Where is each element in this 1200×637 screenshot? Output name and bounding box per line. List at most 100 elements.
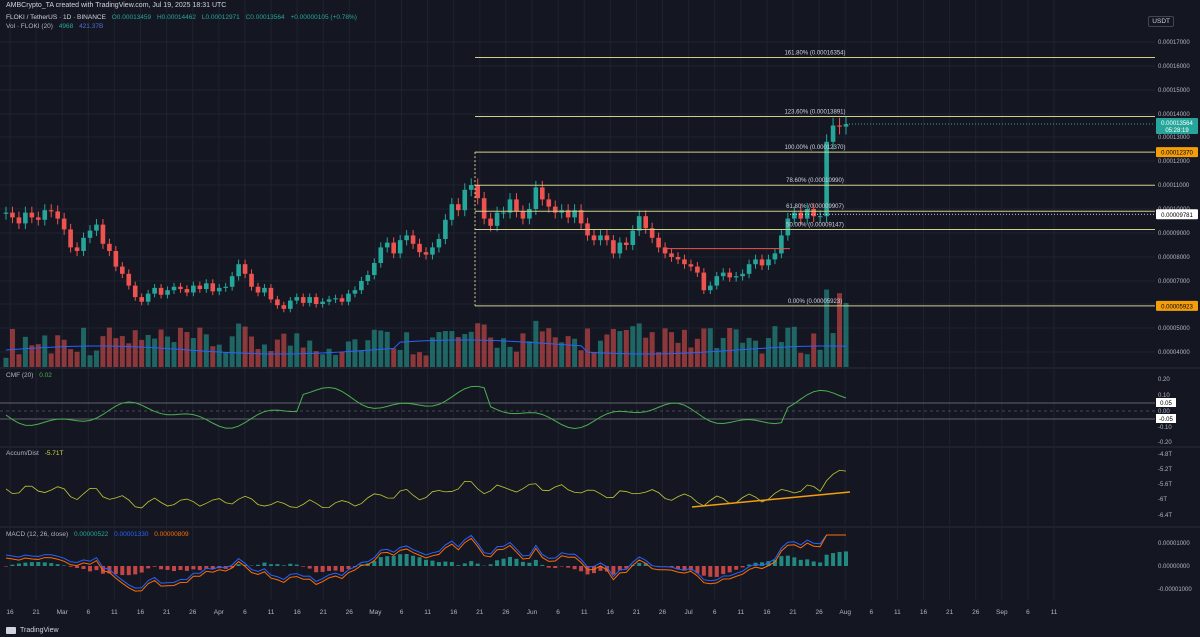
candle-body: [598, 235, 603, 241]
macd-histogram-bar: [669, 566, 674, 568]
volume-bar: [513, 351, 519, 367]
countdown-label: 05:28:19: [1165, 128, 1189, 134]
volume-bar: [365, 340, 371, 367]
candle-body: [300, 297, 306, 303]
macd-histogram-bar: [16, 563, 21, 566]
volume-bar: [565, 336, 571, 367]
macd-histogram-bar: [49, 563, 54, 566]
candle-body: [624, 242, 629, 245]
volume-bar: [29, 345, 35, 367]
volume-bar: [3, 357, 9, 367]
macd-histogram-bar: [766, 561, 771, 566]
macd-histogram-bar: [113, 566, 118, 575]
candle-body: [611, 240, 616, 254]
macd-histogram-bar: [301, 566, 306, 567]
macd-histogram-bar: [747, 564, 752, 566]
ad-tick-label: -4.8T: [1158, 452, 1172, 458]
macd-histogram-bar: [701, 566, 706, 576]
candle-body: [830, 125, 836, 142]
candle-body: [352, 290, 358, 294]
macd-histogram-bar: [68, 566, 73, 567]
candle-body: [139, 297, 144, 302]
change-value: +0.00000105 (+0.78%): [290, 14, 357, 21]
candle-body: [359, 281, 364, 291]
ad-tick-label: -6.4T: [1158, 513, 1172, 519]
macd-histogram-bar: [805, 559, 810, 566]
volume-bar: [617, 331, 623, 367]
candle-body: [10, 212, 15, 218]
volume-bar: [22, 336, 28, 367]
time-tick-label: 6: [556, 609, 560, 616]
price-tick-label: 0.00005000: [1158, 326, 1190, 332]
candle-body: [740, 273, 745, 277]
candle-body: [714, 276, 720, 286]
volume-bar: [533, 320, 539, 367]
macd-histogram-bar: [340, 566, 344, 572]
macd-histogram-bar: [4, 566, 8, 567]
currency-button[interactable]: USDT: [1148, 16, 1174, 27]
candle-body: [462, 189, 468, 211]
vol-legend: Vol · FLOKI (20) 4968 421.37B: [6, 23, 107, 30]
price-marker-orange-bg: [1156, 300, 1198, 311]
volume-bar: [132, 330, 138, 367]
cmf-legend: CMF (20) 0.02: [6, 372, 56, 379]
candle-body: [817, 216, 823, 218]
volume-bar: [371, 329, 377, 367]
volume-bar: [824, 289, 830, 367]
candle-body: [132, 285, 138, 298]
candle-body: [216, 287, 222, 292]
macd-histogram-bar: [404, 554, 409, 566]
time-tick-label: 11: [581, 609, 588, 616]
ad-line: [5, 469, 847, 509]
volume-bar: [152, 338, 158, 367]
candle-body: [23, 212, 28, 224]
volume-bar: [100, 336, 106, 367]
macd-histogram-bar: [417, 557, 422, 566]
candle-body: [223, 286, 228, 288]
candle-body: [772, 253, 778, 260]
ad-legend: Accum/Dist -5.71T: [6, 450, 67, 457]
candle-body: [294, 297, 300, 301]
candle-body: [74, 247, 80, 251]
time-tick-label: 21: [476, 609, 484, 616]
volume-bar: [585, 328, 591, 367]
macd-histogram-bar: [533, 559, 538, 566]
candle-body: [649, 228, 655, 238]
candle-body: [798, 212, 804, 219]
price-tick-label: 0.00009000: [1158, 231, 1190, 237]
macd-histogram-bar: [695, 566, 700, 574]
volume-bar: [468, 331, 474, 367]
macd-histogram-bar: [760, 562, 764, 566]
macd-histogram-bar: [495, 560, 500, 566]
macd-histogram-bar: [146, 566, 151, 569]
macd-histogram-bar: [682, 566, 687, 571]
macd-histogram-bar: [204, 566, 209, 569]
volume-bar: [68, 349, 74, 367]
macd-histogram-bar: [223, 566, 228, 569]
volume-bar: [720, 337, 726, 367]
candle-body: [165, 290, 170, 295]
volume-bar: [662, 328, 668, 367]
symbol-label: FLOKI / TetherUS · 1D · BINANCE: [6, 14, 106, 21]
candle-body: [242, 264, 248, 274]
author-text: AMBCrypto_TA created with TradingView.co…: [6, 2, 227, 9]
time-tick-label: 16: [137, 609, 145, 616]
price-tick-label: 0.00012000: [1158, 159, 1190, 165]
candle-body: [346, 293, 351, 302]
volume-bar: [714, 347, 720, 367]
volume-bar: [74, 351, 80, 367]
cmf-value: 0.02: [39, 372, 52, 379]
macd-histogram-bar: [281, 565, 286, 566]
candle-body: [546, 199, 552, 207]
volume-bar: [249, 336, 255, 367]
candle-body: [3, 212, 9, 214]
ad-trendline: [691, 491, 851, 508]
candle-body: [617, 242, 623, 254]
volume-bar: [404, 332, 410, 367]
macd-histogram-bar: [133, 566, 138, 575]
volume-bar: [449, 331, 455, 367]
volume-bar: [126, 343, 132, 367]
macd-histogram-bar: [23, 562, 28, 566]
time-tick-label: 26: [346, 609, 354, 616]
